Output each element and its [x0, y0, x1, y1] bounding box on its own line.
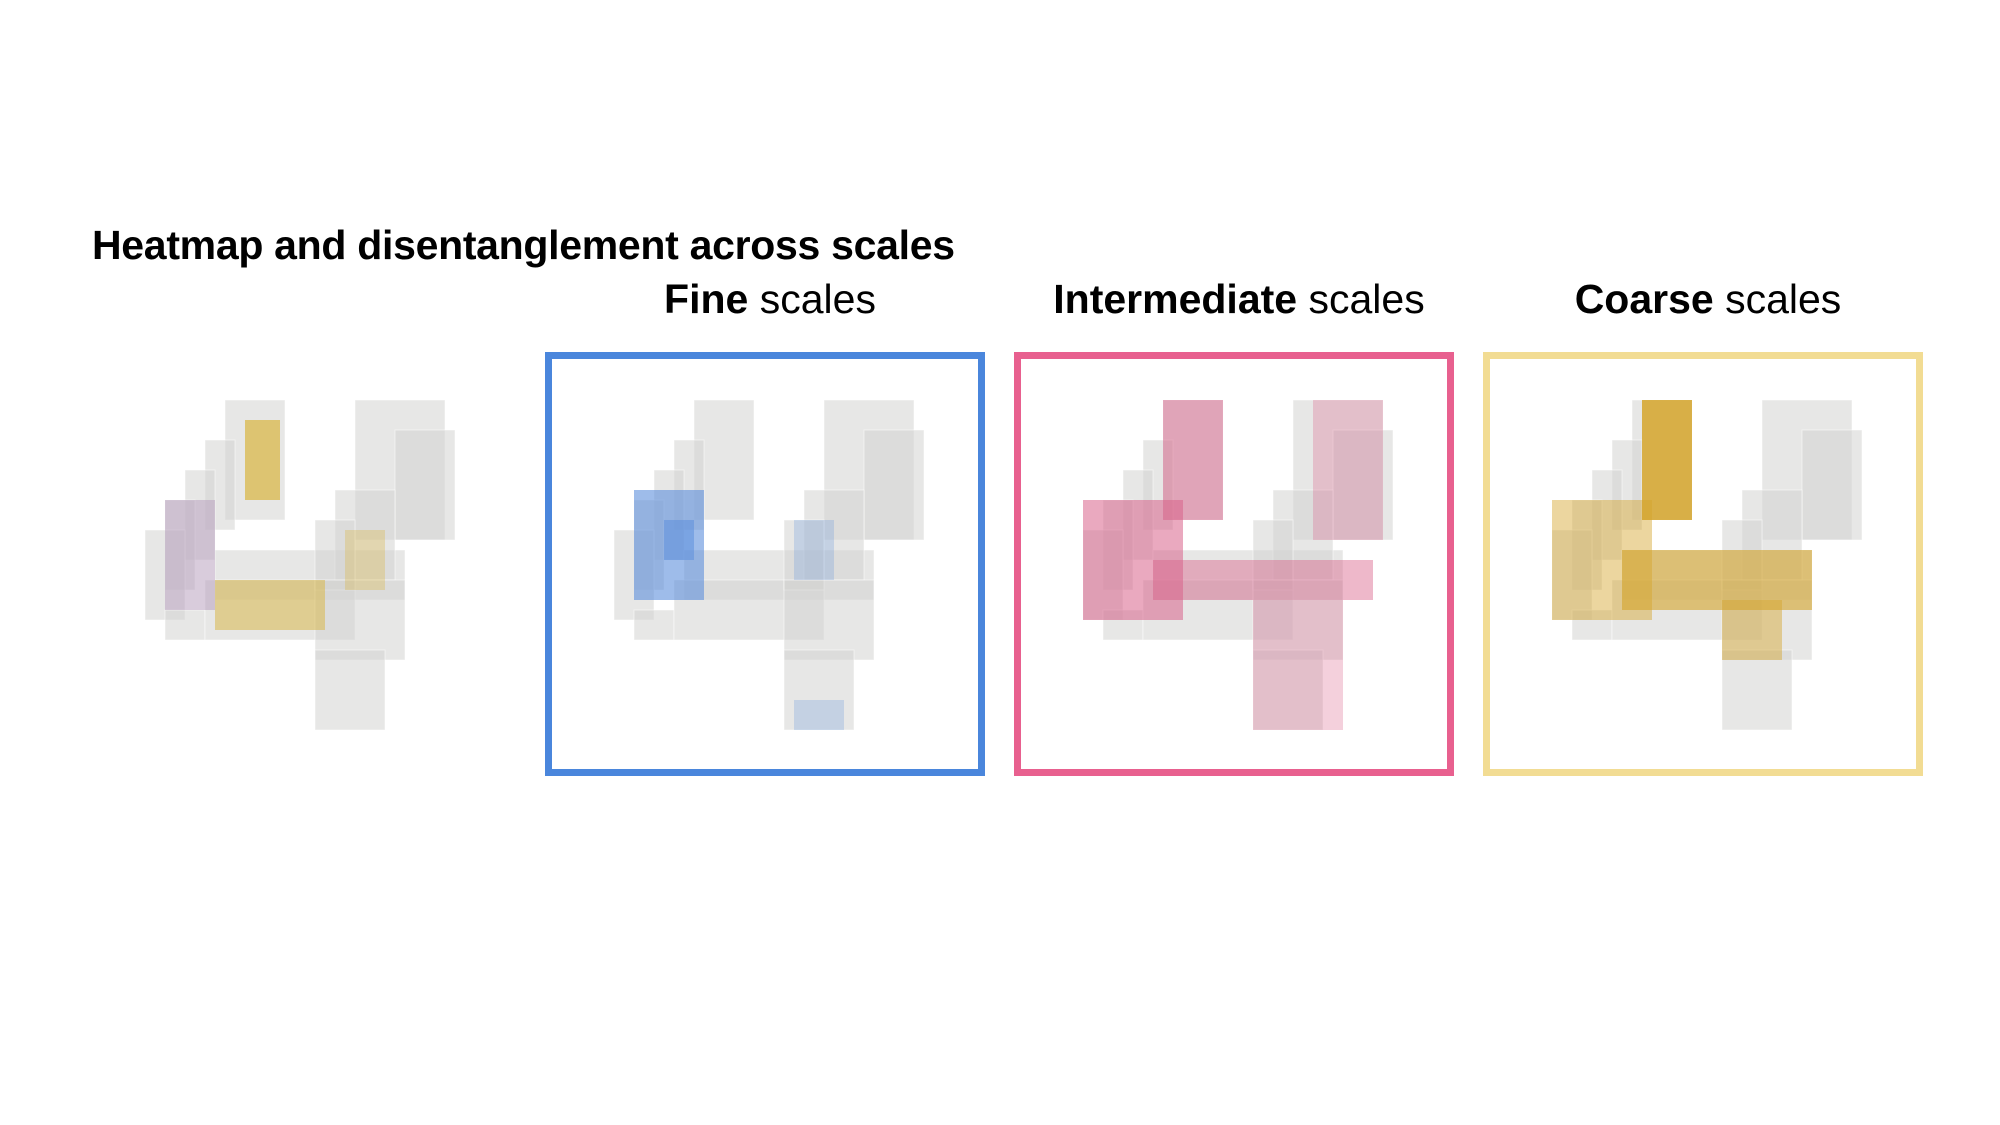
voxel-block [783, 519, 825, 591]
heat-region [245, 420, 280, 500]
heat-region [345, 530, 385, 590]
coarse-scales-heading-light: scales [1713, 276, 1842, 322]
heat-region [664, 520, 694, 560]
voxel-block [1252, 519, 1294, 591]
coarse-scales-heatmap-shape [1542, 370, 1882, 760]
fine-scales-heading-strong: Fine [664, 276, 749, 322]
heat-region [1253, 600, 1343, 730]
original-heatmap-shape [135, 370, 475, 760]
voxel-block [633, 609, 675, 641]
heat-region [1083, 500, 1183, 620]
coarse-scales-heading: Coarse scales [1478, 276, 1938, 323]
intermediate-scales-heatmap-svg [1082, 399, 1394, 731]
figure-title: Heatmap and disentanglement across scale… [92, 222, 955, 268]
fine-scales-frame [545, 352, 985, 776]
heat-region [1622, 550, 1812, 610]
intermediate-scales-heading: Intermediate scales [1009, 276, 1469, 323]
voxel-block [1252, 579, 1344, 661]
voxel-block [783, 649, 855, 731]
heat-region [215, 580, 325, 630]
heat-region [794, 700, 844, 730]
fine-scales-heading-light: scales [748, 276, 876, 322]
heat-region [1153, 560, 1373, 600]
voxel-block [314, 579, 406, 661]
intermediate-scales-heading-strong: Intermediate [1053, 276, 1298, 322]
voxel-block [1332, 429, 1394, 541]
heat-region [1313, 400, 1383, 540]
voxel-block [1252, 649, 1324, 731]
voxel-block [863, 429, 925, 541]
fine-scales-heading: Fine scales [540, 276, 1000, 323]
heat-region [1642, 400, 1692, 520]
coarse-scales-frame [1483, 352, 1923, 776]
fine-scales-heatmap-svg [613, 399, 925, 731]
voxel-block [1801, 429, 1863, 541]
heat-region [165, 500, 215, 610]
intermediate-scales-heatmap-shape [1073, 370, 1413, 760]
heat-region [1722, 600, 1782, 660]
voxel-block [314, 649, 386, 731]
voxel-block [314, 519, 356, 591]
voxel-block [783, 579, 875, 661]
voxel-block [1721, 649, 1793, 731]
intermediate-scales-heading-light: scales [1297, 276, 1425, 322]
fine-scales-heatmap-shape [604, 370, 944, 760]
coarse-scales-heatmap-svg [1551, 399, 1863, 731]
voxel-block [1551, 529, 1593, 621]
voxel-block [394, 429, 456, 541]
voxel-block [164, 609, 206, 641]
heat-region [794, 520, 834, 580]
coarse-scales-heading-strong: Coarse [1574, 276, 1714, 322]
intermediate-scales-frame [1014, 352, 1454, 776]
original-heatmap-svg [144, 399, 456, 731]
